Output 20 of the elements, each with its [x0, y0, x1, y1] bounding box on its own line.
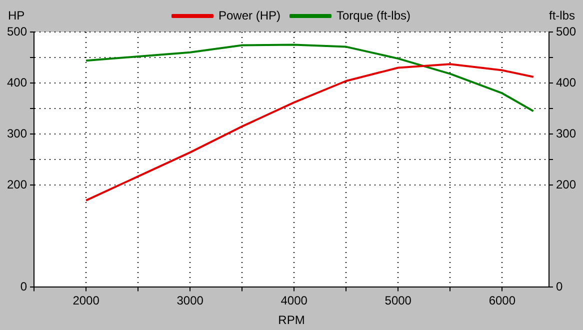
- y2-tick-label: 0: [556, 280, 563, 294]
- y2-tick-label: 300: [556, 126, 576, 140]
- y-axis-title: HP: [8, 8, 25, 22]
- y-tick-label: 0: [20, 280, 28, 294]
- x-tick-label: 6000: [488, 294, 516, 308]
- y2-tick-label: 500: [556, 24, 576, 38]
- y2-tick-label: 200: [556, 177, 576, 192]
- y-tick-label: 500: [6, 24, 28, 38]
- x-tick-label: 5000: [384, 294, 412, 308]
- x-tick-label: 4000: [280, 294, 308, 308]
- x-axis-title: RPM: [278, 313, 305, 328]
- y-tick-label: 400: [6, 75, 28, 90]
- legend-label: Torque (ft-lbs): [336, 8, 411, 22]
- x-tick-label: 2000: [72, 294, 100, 308]
- y2-axis-title: ft-lbs: [548, 8, 575, 22]
- x-tick-label: 3000: [176, 294, 204, 308]
- y-tick-label: 300: [6, 126, 28, 140]
- legend-label: Power (HP): [218, 8, 280, 22]
- y2-tick-label: 400: [556, 75, 576, 90]
- y-tick-label: 200: [6, 177, 28, 192]
